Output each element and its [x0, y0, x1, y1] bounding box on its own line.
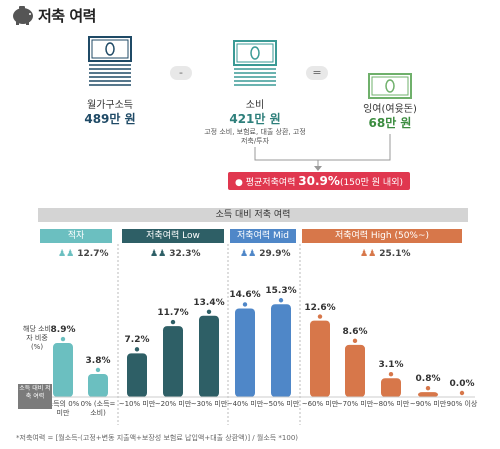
expense-amount: 421만 원 — [229, 112, 281, 126]
equals-operator: = — [306, 66, 328, 80]
section-title: 소득 대비 저축 여력 — [38, 208, 468, 222]
connector-lines — [254, 134, 391, 171]
bar-dot-8 — [352, 338, 358, 344]
group-tag-mid: 저축여력 Mid — [230, 229, 296, 243]
value-label-5: 14.6% — [229, 290, 261, 301]
bill-icon-surplus — [368, 73, 412, 99]
tick-label-7: ~60% 미만 — [301, 400, 339, 408]
bar-6 — [271, 304, 291, 397]
bar-5 — [235, 308, 255, 397]
expense-label: 소비 — [245, 100, 265, 111]
bar-dot-4 — [206, 309, 212, 314]
bill-icon-income — [88, 36, 132, 62]
bar-8 — [345, 344, 365, 397]
bill-icon-expense — [233, 40, 277, 66]
group-pct-deficit: ♟♟ 12.7% — [58, 249, 109, 259]
value-label-1: 3.8% — [85, 355, 111, 366]
average-suffix: (150만 원 내외) — [339, 178, 403, 188]
bar-10 — [418, 392, 438, 397]
bar-dot-9 — [388, 372, 394, 377]
value-label-2: 7.2% — [124, 335, 150, 346]
surplus-label: 잉여(여윳돈) — [363, 104, 417, 115]
people-icon: ♟♟ — [240, 249, 257, 259]
bar-dot-2 — [134, 347, 140, 352]
income-label: 월가구소득 — [87, 100, 133, 111]
income-amount: 489만 원 — [84, 112, 136, 126]
people-icon: ♟♟ — [150, 249, 167, 259]
value-label-8: 8.6% — [342, 326, 368, 337]
tick-label-1: 0% (소득=소비) — [80, 400, 116, 417]
bar-dot-6 — [278, 298, 284, 303]
bar-1 — [88, 373, 108, 397]
tick-label-2: ~10% 미만 — [118, 400, 156, 408]
bar-dot-5 — [242, 302, 248, 307]
tick-label-3: ~20% 미만 — [154, 400, 192, 408]
tick-label-0: 소득의 0% 미만 — [46, 400, 80, 417]
bar-7 — [310, 320, 330, 397]
tick-label-10: ~90% 미만 — [409, 400, 447, 408]
bar-2 — [127, 353, 147, 397]
group-pct-high: ♟♟ 25.1% — [360, 249, 411, 259]
x-axis-badge: 소득 대비 저축 여력 — [18, 384, 52, 409]
group-pct-low: ♟♟ 32.3% — [150, 249, 201, 259]
bar-dot-10 — [425, 385, 431, 391]
group-pct-mid-value: 29.9% — [259, 249, 291, 259]
group-pct-mid: ♟♟ 29.9% — [240, 249, 291, 259]
group-pct-low-value: 32.3% — [169, 249, 201, 259]
minus-operator: - — [170, 66, 192, 80]
tick-label-4: ~30% 미만 — [190, 400, 228, 408]
average-value: 30.9% — [298, 174, 340, 188]
people-icon: ♟♟ — [58, 249, 75, 259]
group-pct-deficit-value: 12.7% — [77, 249, 109, 259]
bill-stack-expense — [234, 68, 276, 86]
bar-dot-3 — [170, 319, 176, 325]
value-label-10: 0.8% — [415, 374, 441, 385]
group-tag-high: 저축여력 High (50%~) — [302, 229, 462, 243]
bar-0 — [53, 343, 73, 397]
value-label-6: 15.3% — [265, 286, 297, 297]
people-icon: ♟♟ — [360, 249, 377, 259]
group-tag-deficit: 적자 — [40, 229, 112, 243]
average-savings-badge: ● 평균저축여력 30.9%(150만 원 내외) — [228, 172, 410, 190]
bar-3 — [163, 326, 183, 397]
y-axis-label: 해당 소비자 비중 (%) — [23, 325, 51, 351]
bill-stack-income — [89, 64, 131, 86]
value-label-0: 8.9% — [50, 325, 76, 336]
page-title: 저축 여력 — [38, 7, 96, 25]
bar-9 — [381, 378, 401, 397]
expense-note: 고정 소비, 보험료, 대출 상환, 고정 저축/투자 — [204, 128, 306, 145]
group-pct-high-value: 25.1% — [379, 249, 411, 259]
value-label-9: 3.1% — [378, 360, 404, 371]
value-label-4: 13.4% — [193, 297, 225, 308]
group-tag-low: 저축여력 Low — [122, 229, 224, 243]
footnote: *저축여력 = [월소득-(고정+변동 지출액+보장성 보험료 납입액+대출 상… — [16, 434, 299, 442]
bar-dot-1 — [95, 367, 101, 373]
bar-dot-11 — [459, 390, 465, 396]
surplus-amount: 68만 원 — [368, 116, 412, 130]
value-label-3: 11.7% — [157, 308, 189, 319]
tick-label-9: ~80% 미만 — [372, 400, 410, 408]
tick-label-5: ~40% 미만 — [226, 400, 264, 408]
bar-dot-0 — [60, 336, 66, 342]
piggy-small-icon: ● — [235, 178, 243, 188]
tick-label-8: ~70% 미만 — [336, 400, 374, 408]
value-label-11: 0.0% — [449, 379, 475, 389]
bar-4 — [199, 315, 219, 397]
tick-label-11: 90% 이상 — [446, 400, 478, 408]
average-prefix: 평균저축여력 — [245, 178, 296, 188]
value-label-7: 12.6% — [304, 302, 336, 313]
bar-dot-7 — [317, 314, 323, 319]
piggy-bank-icon — [13, 6, 33, 25]
tick-label-6: ~50% 미만 — [262, 400, 300, 408]
